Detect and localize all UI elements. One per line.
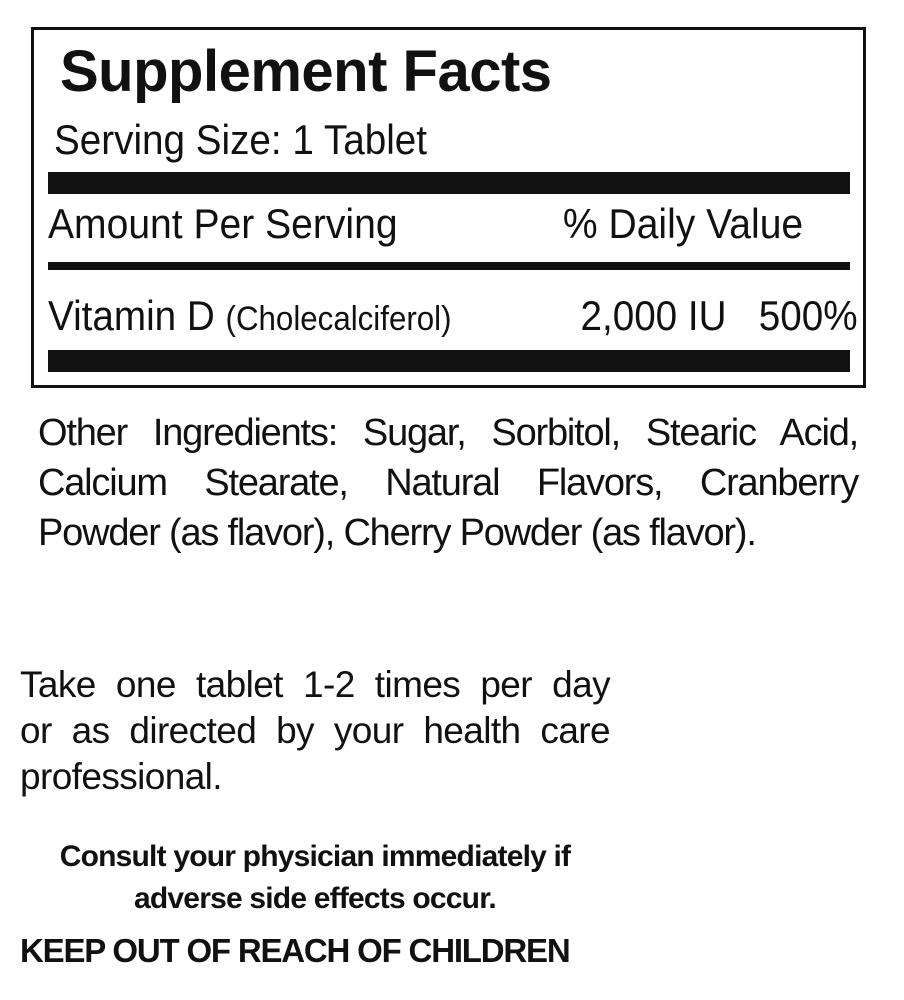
warning-line: Consult your physician immediately if <box>59 840 571 873</box>
ingredients-line: Calcium Stearate, Natural Flavors, Cranb… <box>38 462 859 504</box>
divider-thick <box>48 172 850 194</box>
keep-out-of-reach: KEEP OUT OF REACH OF CHILDREN <box>20 932 571 969</box>
nutrient-dv: 500% <box>758 292 858 339</box>
nutrient-name: Vitamin D <box>48 292 215 339</box>
ingredients-line: Other Ingredients: Sugar, Sorbitol, Stea… <box>38 412 859 454</box>
nutrient-amount: 2,000 IU <box>580 292 727 339</box>
other-ingredients: Other Ingredients: Sugar, Sorbitol, Stea… <box>38 408 859 558</box>
panel-title: Supplement Facts <box>60 39 552 104</box>
warning: Consult your physician immediately if ad… <box>20 836 610 920</box>
directions-line: or as directed by your health care <box>20 710 611 751</box>
warning-line: adverse side effects occur. <box>134 882 497 915</box>
header-row: Amount Per Serving % Daily Value <box>48 200 803 248</box>
daily-value-label: % Daily Value <box>562 200 804 247</box>
directions: Take one tablet 1-2 times per day or as … <box>20 662 611 800</box>
divider-thick-bottom <box>48 350 850 372</box>
divider-thin <box>48 262 850 270</box>
nutrient-form: (Cholecalciferol) <box>225 300 452 338</box>
directions-line: professional. <box>20 756 223 797</box>
directions-line: Take one tablet 1-2 times per day <box>20 664 611 705</box>
supplement-facts-panel: Supplement Facts Serving Size: 1 Tablet … <box>31 27 866 388</box>
ingredients-line: Powder (as flavor), Cherry Powder (as fl… <box>38 512 757 554</box>
serving-size: Serving Size: 1 Tablet <box>54 116 428 163</box>
nutrient-row: Vitamin D (Cholecalciferol) 2,000 IU 500… <box>48 292 858 340</box>
amount-per-serving-label: Amount Per Serving <box>48 200 398 247</box>
